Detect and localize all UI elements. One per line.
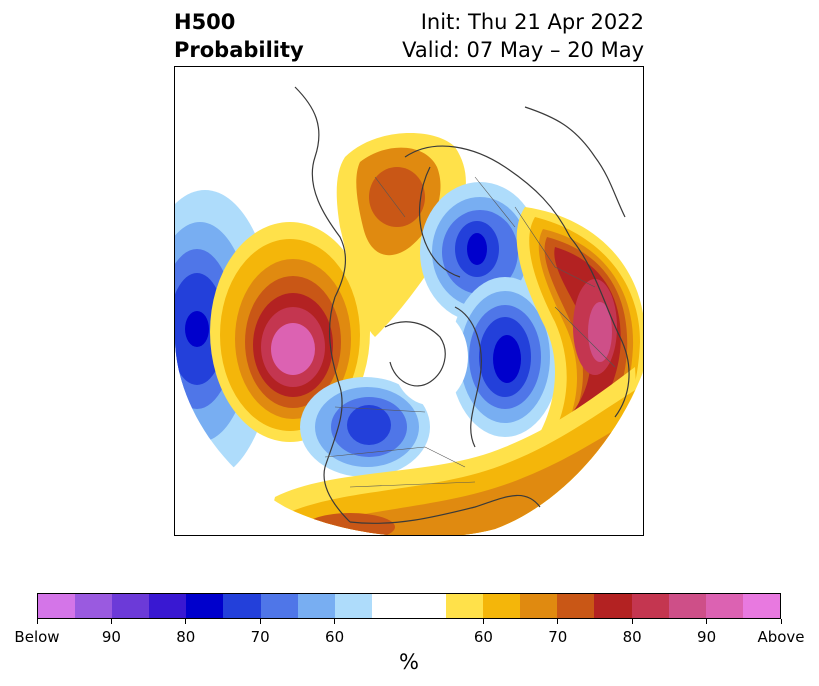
colorbar-tick-mark	[36, 619, 38, 624]
colorbar-tick-label: 60	[473, 628, 493, 646]
colorbar-segment	[631, 594, 669, 618]
colorbar-tick-label: 70	[250, 628, 270, 646]
colorbar-segment	[186, 594, 224, 618]
colorbar-segment	[149, 594, 187, 618]
colorbar-tick-mark	[706, 619, 708, 624]
colorbar-segment	[297, 594, 335, 618]
colorbar-tick-mark	[631, 619, 633, 624]
arctic-above-band	[336, 133, 466, 337]
colorbar-tick-mark	[185, 619, 187, 624]
colorbar-tick-label: Below	[14, 628, 60, 646]
colorbar-segment	[75, 594, 113, 618]
colorbar-tick-label: 70	[548, 628, 568, 646]
colorbar-segment	[260, 594, 298, 618]
product-label: Probability	[174, 38, 304, 62]
init-time: Init: Thu 21 Apr 2022	[420, 10, 644, 34]
colorbar-segment	[705, 594, 743, 618]
colorbar-tick-label: 60	[325, 628, 345, 646]
colorbar-segment	[371, 594, 447, 618]
colorbar-unit-label: %	[399, 650, 419, 674]
colorbar-segment	[112, 594, 150, 618]
probability-colorbar	[37, 593, 781, 619]
north-america-below-anomaly	[300, 377, 430, 477]
map-title: H500 Probability	[174, 8, 304, 64]
colorbar-tick-mark	[110, 619, 112, 624]
colorbar-segment	[334, 594, 372, 618]
colorbar-tick-mark	[259, 619, 261, 624]
valid-period: Valid: 07 May – 20 May	[402, 38, 644, 62]
colorbar-tick-label: 90	[101, 628, 121, 646]
colorbar-tick-label: 90	[697, 628, 717, 646]
colorbar-segment	[38, 594, 76, 618]
colorbar-tick-mark	[780, 619, 782, 624]
colorbar-segment	[223, 594, 261, 618]
colorbar-tick-mark	[334, 619, 336, 624]
neutral-center	[392, 309, 468, 405]
colorbar-segment	[520, 594, 558, 618]
colorbar-segment	[483, 594, 521, 618]
colorbar-tick-label: 80	[622, 628, 642, 646]
probability-map	[174, 66, 644, 536]
europe-below-anomaly	[450, 277, 560, 437]
country-borders	[324, 176, 616, 488]
colorbar-tick-label: 80	[176, 628, 196, 646]
colorbar-tick-mark	[557, 619, 559, 624]
colorbar-segment	[557, 594, 595, 618]
colorbar-segment	[446, 594, 484, 618]
colorbar-segment	[742, 594, 780, 618]
colorbar-segment	[668, 594, 706, 618]
colorbar-segment	[594, 594, 632, 618]
run-info: Init: Thu 21 Apr 2022 Valid: 07 May – 20…	[402, 8, 644, 64]
coastlines	[294, 86, 630, 524]
colorbar-tick-label: Above	[757, 628, 805, 646]
map-svg	[175, 86, 643, 535]
colorbar-tick-mark	[482, 619, 484, 624]
variable-label: H500	[174, 10, 236, 34]
